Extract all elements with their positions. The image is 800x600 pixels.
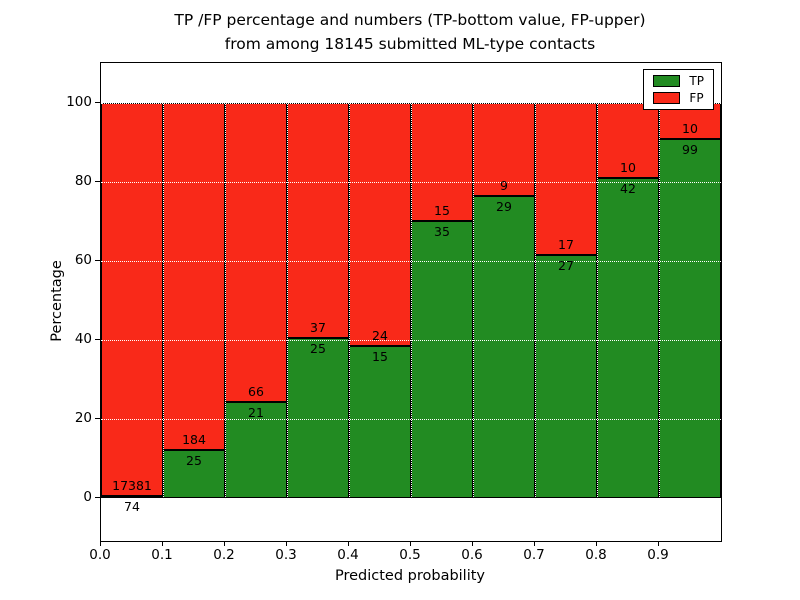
- x-tick-mark: [472, 541, 473, 546]
- tp-count-label: 15: [372, 348, 388, 364]
- x-tick-mark: [286, 541, 287, 546]
- x-tick-label: 0.0: [89, 547, 111, 563]
- tp-count-label: 21: [248, 405, 264, 421]
- bar-segment-fp: [101, 102, 163, 496]
- bar-segment-tp: [473, 196, 535, 498]
- bar-segment-tp: [349, 345, 411, 498]
- y-tick-label: 0: [83, 488, 92, 505]
- fp-count-label: 24: [372, 327, 388, 343]
- fp-count-label: 10: [682, 120, 698, 136]
- x-tick-label: 0.2: [213, 547, 235, 563]
- y-tick-mark: [95, 259, 100, 261]
- legend-label-tp: TP: [689, 74, 704, 88]
- tp-count-label: 25: [186, 453, 202, 469]
- chart-title: TP /FP percentage and numbers (TP-bottom…: [90, 8, 730, 56]
- bar-segment-tp: [163, 450, 225, 498]
- gridline-vertical: [163, 63, 164, 541]
- bar-segment-tp: [411, 221, 473, 498]
- fp-count-label: 9: [500, 178, 508, 194]
- x-tick-label: 0.4: [337, 547, 359, 563]
- y-tick-mark: [95, 417, 100, 419]
- chart-title-line2: from among 18145 submitted ML-type conta…: [224, 35, 596, 54]
- gridline-vertical: [597, 63, 598, 541]
- legend-swatch-tp: [653, 75, 681, 87]
- y-tick-label: 40: [74, 330, 92, 347]
- gridline-vertical: [349, 63, 350, 541]
- bar-segment-tp: [287, 338, 349, 498]
- legend-swatch-fp: [653, 92, 681, 104]
- y-tick-label: 20: [74, 409, 92, 426]
- tp-count-label: 35: [434, 224, 450, 240]
- fp-count-label: 10: [620, 160, 636, 176]
- x-tick-label: 0.1: [151, 547, 173, 563]
- x-tick-label: 0.8: [585, 547, 607, 563]
- tp-count-label: 27: [558, 258, 574, 274]
- legend-row-tp: TP: [653, 75, 704, 87]
- bar-segment-fp: [349, 102, 411, 346]
- fp-count-label: 184: [182, 432, 206, 448]
- gridline-vertical: [659, 63, 660, 541]
- fp-count-label: 17381: [112, 477, 152, 493]
- x-tick-mark: [534, 541, 535, 546]
- x-tick-mark: [348, 541, 349, 546]
- bar-segment-tp: [659, 138, 721, 498]
- bar-segment-fp: [287, 102, 349, 339]
- x-tick-label: 0.6: [461, 547, 483, 563]
- y-tick-label: 60: [74, 251, 92, 268]
- x-tick-label: 0.7: [523, 547, 545, 563]
- y-tick-mark: [95, 338, 100, 340]
- bar-segment-tp: [597, 178, 659, 498]
- legend: TP FP: [643, 69, 714, 110]
- bar-segment-tp: [535, 255, 597, 498]
- bar-segment-fp: [225, 102, 287, 403]
- fp-count-label: 15: [434, 203, 450, 219]
- tp-count-label: 25: [310, 341, 326, 357]
- bar-segment-fp: [411, 102, 473, 221]
- bar-segment-fp: [597, 102, 659, 179]
- fp-count-label: 37: [310, 320, 326, 336]
- gridline-vertical: [411, 63, 412, 541]
- x-tick-mark: [658, 541, 659, 546]
- gridline-vertical: [225, 63, 226, 541]
- x-tick-label: 0.3: [275, 547, 297, 563]
- y-tick-label: 100: [66, 93, 92, 110]
- gridline-vertical: [287, 63, 288, 541]
- tp-count-label: 99: [682, 141, 698, 157]
- gridline-vertical: [535, 63, 536, 541]
- bar-segment-fp: [535, 102, 597, 256]
- x-tick-mark: [100, 541, 101, 546]
- x-tick-mark: [224, 541, 225, 546]
- chart-title-line1: TP /FP percentage and numbers (TP-bottom…: [174, 11, 646, 29]
- x-tick-mark: [596, 541, 597, 546]
- bar-segment-tp: [101, 495, 163, 498]
- fp-count-label: 66: [248, 384, 264, 400]
- legend-label-fp: FP: [689, 91, 704, 105]
- y-tick-mark: [95, 180, 100, 182]
- y-tick-mark: [95, 101, 100, 103]
- x-axis-label: Predicted probability: [334, 568, 486, 584]
- y-tick-label: 80: [74, 172, 92, 189]
- x-tick-mark: [410, 541, 411, 546]
- tp-count-label: 42: [620, 181, 636, 197]
- gridline-vertical: [473, 63, 474, 541]
- legend-row-fp: FP: [653, 92, 704, 104]
- fp-count-label: 17: [558, 237, 574, 253]
- bar-segment-fp: [163, 102, 225, 451]
- x-tick-label: 0.5: [399, 547, 421, 563]
- y-tick-mark: [95, 496, 100, 498]
- tp-count-label: 29: [496, 199, 512, 215]
- plot-area: 17381 74 184 25 66 21 37 25 24 15 15 35 9 29 17 27 10 42 1…: [100, 62, 722, 542]
- x-tick-mark: [162, 541, 163, 546]
- x-tick-label: 0.9: [647, 547, 669, 563]
- tp-count-label: 74: [124, 498, 140, 514]
